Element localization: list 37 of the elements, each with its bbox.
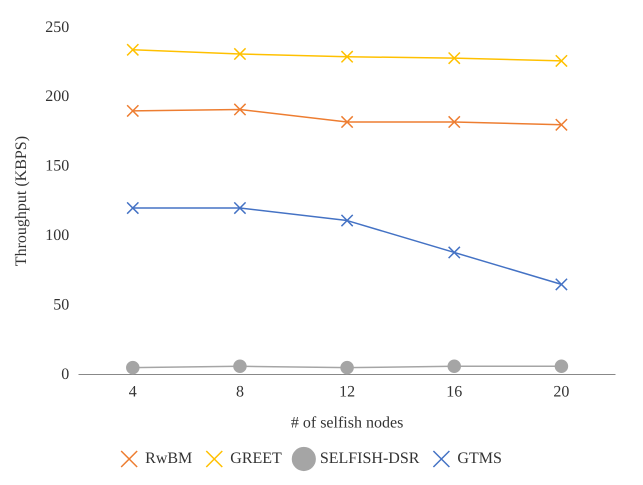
point (234, 48, 246, 60)
point (340, 50, 354, 64)
point (234, 202, 246, 214)
point (126, 360, 140, 374)
y-axis-title: Throughput (KBPS) (12, 136, 30, 266)
y-tick-label: 50 (53, 296, 70, 314)
x-tick-label: 8 (236, 383, 244, 400)
point (554, 360, 568, 374)
y-tick-label: 0 (61, 366, 70, 383)
point (340, 214, 354, 227)
legend-label: GTMS (457, 450, 502, 468)
x-tick-label: 4 (128, 383, 137, 400)
point (448, 116, 461, 128)
point (126, 202, 140, 214)
point (234, 103, 246, 116)
point (448, 52, 461, 65)
legend-label: GREET (230, 450, 282, 468)
point (448, 360, 462, 374)
legend-label: RwBM (145, 450, 192, 468)
point (340, 360, 354, 374)
point (126, 104, 140, 118)
y-tick-label: 250 (45, 18, 70, 36)
y-tick-label: 200 (45, 88, 70, 106)
x-tick-label: 20 (553, 383, 570, 400)
y-tick-label: 100 (45, 227, 70, 244)
point (555, 54, 568, 68)
point (340, 116, 354, 128)
point (448, 246, 461, 259)
legend-label: SELFISH-DSR (320, 450, 420, 468)
x-tick-label: 12 (339, 383, 356, 400)
y-tick-label: 150 (45, 158, 70, 175)
point (126, 43, 140, 56)
point (555, 118, 568, 132)
x-axis-title: # of selfish nodes (290, 414, 404, 432)
point (555, 278, 568, 291)
point (233, 360, 247, 374)
x-tick-label: 16 (446, 383, 462, 400)
